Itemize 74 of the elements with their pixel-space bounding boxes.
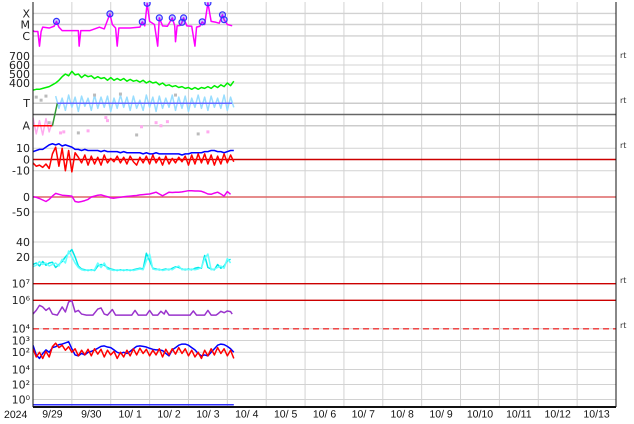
x-axis-title: 2024: [4, 409, 28, 421]
point: [86, 129, 90, 132]
text: rt: [620, 141, 626, 150]
y-tick-label: 10²: [12, 346, 30, 360]
y-tick-label: 10⁷: [12, 278, 30, 291]
x-tick-label: 10/ 6: [312, 408, 336, 420]
text: rt: [620, 96, 626, 105]
x-tick-label: 9/29: [42, 408, 63, 420]
point: [93, 94, 96, 97]
point: [34, 96, 38, 99]
line-series: [33, 300, 233, 316]
x-tick-label: 9/30: [81, 408, 102, 420]
text: rt: [620, 321, 626, 330]
y-tick-label: 10²: [12, 378, 30, 392]
point: [166, 120, 169, 124]
point: [118, 92, 122, 96]
y-tick-label: 10⁴: [12, 322, 31, 336]
y-tick-label: -50: [12, 206, 30, 219]
ref-line-label: A: [22, 120, 30, 133]
ref-line-label: X: [22, 7, 30, 20]
y-tick-label: 0: [23, 190, 30, 204]
ref-line-label: T: [22, 97, 30, 110]
y-tick-label: 20: [16, 250, 30, 264]
point: [48, 121, 51, 124]
point: [220, 16, 228, 24]
x-tick-label: 10/12: [544, 408, 571, 420]
x-tick-label: 10/ 5: [274, 408, 298, 420]
point: [106, 119, 109, 122]
y-tick-label: 10⁶: [12, 294, 31, 308]
x-tick-label: 10/ 1: [118, 408, 142, 420]
ref-line-label: C: [22, 30, 30, 43]
point: [206, 130, 210, 134]
x-tick-label: 10/ 9: [429, 408, 453, 420]
x-tick-label: 10/ 7: [352, 408, 376, 420]
x-tick-label: 10/ 3: [196, 408, 220, 420]
point: [59, 131, 62, 134]
line-series: [33, 143, 235, 156]
point: [198, 18, 206, 26]
point: [180, 14, 188, 22]
y-tick-label: 0: [23, 153, 30, 166]
point: [140, 125, 144, 128]
point: [76, 131, 80, 134]
point: [138, 18, 146, 26]
ref-line-label: M: [20, 18, 30, 32]
line-series: [33, 70, 235, 91]
text: rt: [620, 276, 626, 285]
y-tick-label: -10: [12, 164, 30, 178]
point: [135, 133, 138, 136]
y-tick-label: 40: [16, 236, 30, 249]
y-tick-label: 10: [16, 142, 30, 156]
line-series: [33, 190, 232, 203]
x-tick-label: 10/ 2: [157, 408, 181, 420]
point: [104, 116, 108, 120]
y-tick-label: 10⁰: [12, 393, 31, 406]
x-tick-label: 10/11: [506, 408, 532, 420]
point: [62, 130, 66, 134]
y-tick-label: 10³: [12, 334, 30, 348]
point: [168, 14, 176, 22]
point: [52, 18, 60, 26]
text: rt: [620, 51, 626, 60]
x-tick-label: 10/10: [466, 408, 494, 420]
point: [159, 124, 162, 128]
line-series: [33, 146, 235, 173]
point: [174, 94, 178, 97]
x-tick-label: 10/13: [583, 408, 610, 420]
x-tick-label: 10/ 8: [390, 408, 414, 420]
point: [106, 10, 114, 18]
point: [154, 121, 158, 124]
point: [44, 94, 48, 98]
point: [196, 132, 200, 136]
x-tick-label: 10/ 4: [235, 408, 259, 420]
point: [40, 98, 43, 102]
point: [156, 14, 163, 22]
y-tick-label: 10⁴: [12, 363, 31, 376]
